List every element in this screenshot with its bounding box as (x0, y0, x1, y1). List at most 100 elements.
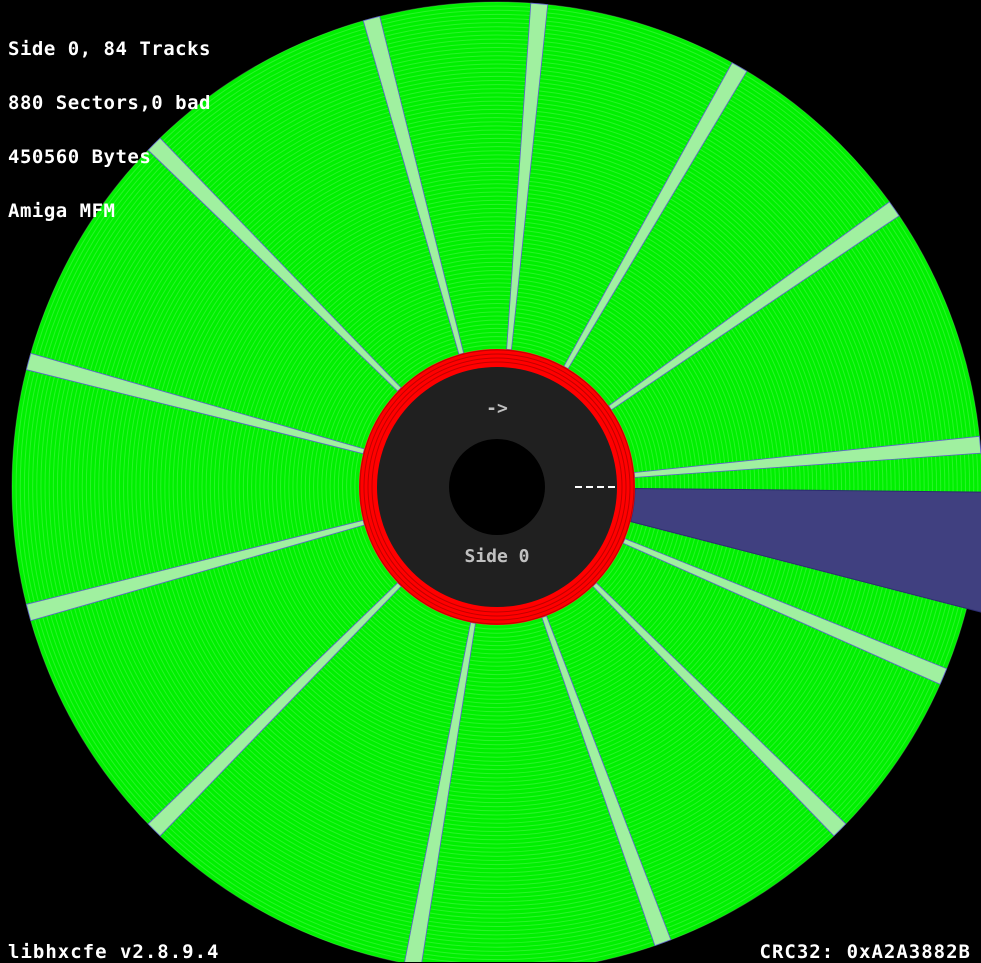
track-ring (350, 340, 644, 634)
crc-checksum: CRC32: 0xA2A3882B (759, 941, 971, 963)
track-ring (94, 84, 900, 890)
track-ring (32, 22, 962, 952)
inner-ring-line (367, 357, 627, 617)
track-ring (197, 187, 797, 787)
track-ring (176, 166, 818, 808)
track-ring (160, 150, 834, 824)
track-ring (337, 327, 657, 647)
track-ring (44, 34, 950, 940)
track-ring (193, 183, 801, 791)
track-ring (329, 319, 665, 655)
track-ring (201, 191, 793, 783)
track-ring (48, 38, 946, 936)
track-ring (259, 249, 735, 725)
track-ring (280, 270, 714, 704)
track-ring (28, 18, 966, 956)
info-bytes: 450560 Bytes (8, 146, 152, 168)
track-ring (65, 55, 929, 919)
track-ring (205, 195, 789, 779)
track-ring (234, 224, 760, 750)
track-ring (346, 336, 648, 638)
direction-arrow: -> (486, 398, 508, 419)
track-ring (313, 303, 681, 671)
inner-track-ring-lines (359, 349, 635, 625)
track-rings (11, 1, 981, 962)
track-ring (164, 154, 830, 820)
track-ring (242, 232, 752, 742)
track-ring (251, 241, 743, 733)
track-ring (89, 79, 905, 895)
track-ring (73, 63, 921, 911)
track-ring (321, 311, 673, 663)
track-ring (98, 88, 896, 886)
info-encoding: Amiga MFM (8, 200, 116, 222)
track-ring (168, 158, 826, 816)
track-ring (151, 141, 843, 833)
track-ring (56, 46, 938, 928)
track-ring (23, 13, 971, 961)
track-ring (238, 228, 756, 746)
track-ring (288, 278, 706, 696)
track-ring (300, 290, 694, 684)
track-ring (123, 113, 871, 861)
track-ring (222, 212, 772, 762)
track-ring (325, 315, 669, 659)
spindle-hole (449, 439, 545, 535)
inner-ring-line (363, 353, 631, 621)
track-ring (275, 265, 719, 709)
track-ring (110, 100, 884, 874)
track-ring (135, 125, 859, 849)
track-ring (15, 5, 979, 962)
track-ring (218, 208, 776, 766)
track-ring (40, 30, 954, 944)
track-ring (341, 331, 653, 643)
track-ring (102, 92, 892, 882)
side-label: Side 0 (464, 546, 529, 567)
info-side-tracks: Side 0, 84 Tracks (8, 38, 211, 60)
disk-info-panel: Side 0, 84 Tracks 880 Sectors,0 bad 4505… (8, 4, 211, 238)
track-ring (172, 162, 822, 812)
track-ring (81, 71, 913, 903)
track-ring (147, 137, 847, 837)
inner-ring-line (359, 349, 635, 625)
track-ring (292, 282, 702, 692)
track-ring (131, 121, 863, 853)
track-ring (296, 286, 698, 688)
track-ring (317, 307, 677, 667)
track-ring (213, 203, 781, 771)
track-ring (333, 323, 661, 651)
track-ring (226, 216, 768, 758)
track-ring (185, 175, 809, 799)
track-ring (139, 129, 855, 845)
track-ring (19, 9, 975, 962)
track-ring (61, 51, 933, 923)
track-ring (11, 1, 981, 962)
track-ring (284, 274, 710, 700)
track-ring (114, 104, 880, 870)
track-ring (106, 96, 888, 878)
track-ring (354, 344, 640, 630)
track-ring (267, 257, 727, 717)
track-ring (77, 67, 917, 907)
track-ring (189, 179, 805, 795)
track-ring (271, 261, 723, 713)
track-ring (209, 199, 785, 775)
track-ring (308, 298, 686, 676)
track-ring (246, 236, 748, 738)
inner-ring-line (371, 361, 623, 613)
library-version: libhxcfe v2.8.9.4 (8, 941, 220, 963)
track-ring (156, 146, 838, 828)
track-ring (127, 117, 867, 857)
track-ring (304, 294, 690, 680)
track-ring (263, 253, 731, 721)
track-ring (143, 133, 851, 841)
track-ring (230, 220, 764, 754)
track-ring (85, 75, 909, 899)
track-ring (52, 42, 942, 932)
info-sectors: 880 Sectors,0 bad (8, 92, 211, 114)
track-ring (69, 59, 925, 915)
track-ring (255, 245, 739, 729)
track-ring (36, 26, 958, 948)
track-ring (118, 108, 876, 866)
